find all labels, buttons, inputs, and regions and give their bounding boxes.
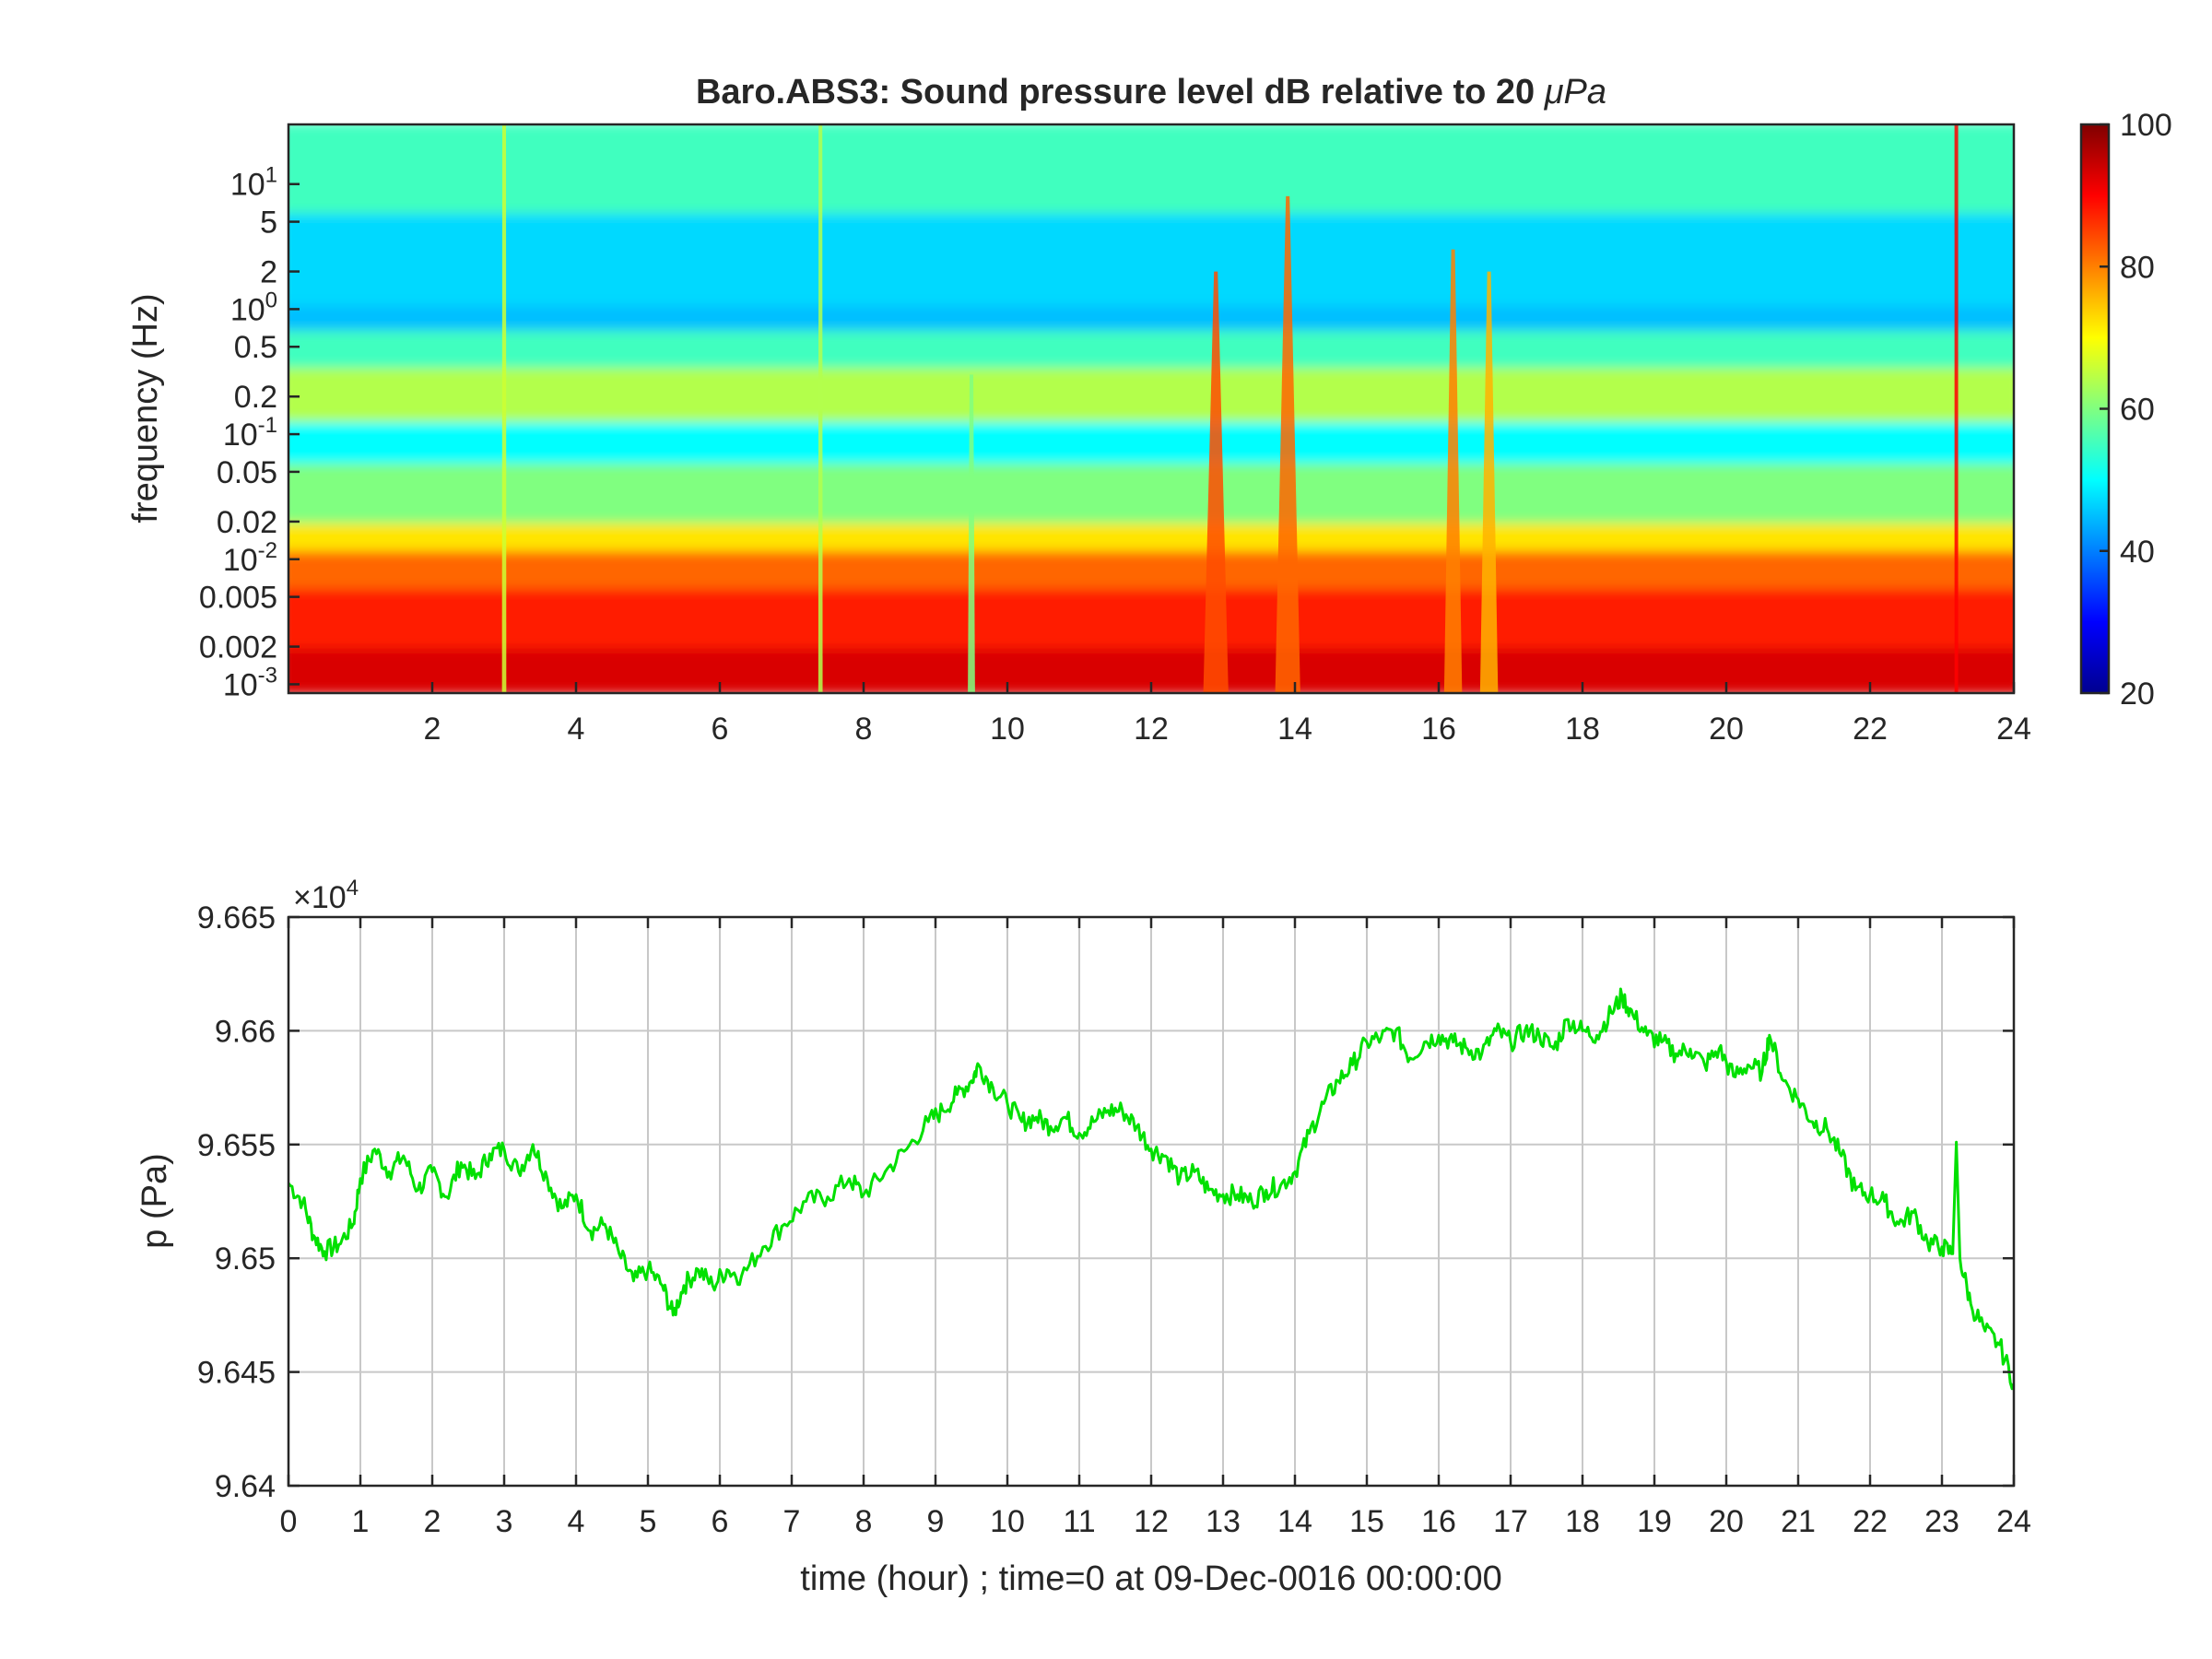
pressure-x-tick-label: 6 bbox=[712, 1504, 729, 1539]
spectrogram-y-tick-label: 0.002 bbox=[199, 630, 277, 665]
spectrogram-y-tick-label: 101 bbox=[230, 163, 277, 203]
pressure-x-tick-label: 10 bbox=[990, 1504, 1025, 1539]
pressure-x-tick-label: 12 bbox=[1134, 1504, 1169, 1539]
pressure-y-ticks: 9.64 9.645 9.65 9.655 9.66 9.665 bbox=[197, 900, 2014, 1504]
pressure-x-tick-label: 11 bbox=[1063, 1504, 1095, 1539]
pressure-x-ticks: 0 1 2 3 4 5 6 7 8 9 10 11 12 13 14 15 16 17 18 19 20 21 22 23 24 bbox=[280, 917, 2031, 1539]
spectrogram-event-0 bbox=[501, 124, 507, 693]
spectral-band-5 bbox=[288, 418, 2014, 465]
spectrogram-y-tick-label: 5 bbox=[260, 206, 277, 241]
colorbar-tick-label: 100 bbox=[2120, 108, 2172, 143]
pressure-y-axis-label: p (Pa) bbox=[135, 1153, 174, 1248]
pressure-y-tick-label: 9.665 bbox=[197, 900, 276, 935]
spectrogram-event-5 bbox=[1443, 249, 1463, 693]
spectrogram-y-tick-label: 0.2 bbox=[234, 380, 277, 415]
spectrogram-x-tick-label: 8 bbox=[855, 712, 873, 747]
spectral-band-1 bbox=[288, 584, 2014, 649]
pressure-x-tick-label: 18 bbox=[1565, 1504, 1600, 1539]
pressure-x-tick-label: 14 bbox=[1277, 1504, 1312, 1539]
spectrogram-title: Baro.ABS3: Sound pressure level dB relat… bbox=[696, 73, 1606, 112]
pressure-y-tick-label: 9.66 bbox=[215, 1014, 276, 1049]
spectral-band-7 bbox=[288, 326, 2014, 369]
spectrogram-y-tick-label: 10-1 bbox=[223, 413, 277, 453]
spectral-band-10 bbox=[288, 124, 2014, 214]
spectral-band-9 bbox=[288, 209, 2014, 306]
pressure-x-tick-label: 16 bbox=[1421, 1504, 1456, 1539]
colorbar-ticks: 20 40 60 80 100 bbox=[2100, 108, 2172, 712]
pressure-x-tick-label: 3 bbox=[496, 1504, 513, 1539]
pressure-x-tick-label: 20 bbox=[1709, 1504, 1744, 1539]
pressure-x-tick-label: 24 bbox=[1996, 1504, 2031, 1539]
spectrogram-event-6 bbox=[1479, 271, 1499, 693]
spectrogram-event-2 bbox=[968, 374, 975, 693]
pressure-x-tick-label: 8 bbox=[855, 1504, 873, 1539]
pressure-x-tick-label: 1 bbox=[352, 1504, 370, 1539]
spectrogram-event-1 bbox=[818, 124, 823, 693]
spectrogram-panel: Baro.ABS3: Sound pressure level dB relat… bbox=[126, 73, 2031, 747]
spectrogram-y-tick-label: 0.005 bbox=[199, 581, 277, 616]
pressure-y-tick-label: 9.655 bbox=[197, 1128, 276, 1163]
pressure-x-tick-label: 23 bbox=[1924, 1504, 1959, 1539]
spectrogram-y-tick-label: 10-2 bbox=[223, 538, 277, 578]
spectrogram-x-tick-label: 18 bbox=[1565, 712, 1600, 747]
spectrogram-event-7 bbox=[1954, 124, 1959, 693]
pressure-x-tick-label: 2 bbox=[424, 1504, 441, 1539]
colorbar-tick-label: 20 bbox=[2120, 677, 2155, 712]
pressure-y-tick-label: 9.64 bbox=[215, 1469, 276, 1504]
spectrogram-x-tick-label: 2 bbox=[424, 712, 441, 747]
spectrogram-event-3 bbox=[1203, 271, 1229, 693]
pressure-x-tick-label: 17 bbox=[1493, 1504, 1528, 1539]
spectrogram-bands bbox=[288, 124, 2014, 693]
pressure-exponent-label: ×104 bbox=[293, 876, 359, 915]
spectrogram-x-tick-label: 16 bbox=[1421, 712, 1456, 747]
spectrogram-x-tick-label: 24 bbox=[1996, 712, 2031, 747]
pressure-x-tick-label: 22 bbox=[1853, 1504, 1888, 1539]
pressure-panel: 0 1 2 3 4 5 6 7 8 9 10 11 12 13 14 15 16 17 18 19 20 21 22 23 24… bbox=[135, 876, 2031, 1598]
spectral-band-6 bbox=[288, 364, 2014, 422]
pressure-x-tick-label: 5 bbox=[640, 1504, 657, 1539]
spectrogram-x-tick-label: 10 bbox=[990, 712, 1025, 747]
pressure-x-tick-label: 15 bbox=[1349, 1504, 1384, 1539]
spectrogram-x-tick-label: 12 bbox=[1134, 712, 1169, 747]
pressure-x-tick-label: 0 bbox=[280, 1504, 298, 1539]
colorbar-tick-label: 80 bbox=[2120, 250, 2155, 285]
pressure-series-line bbox=[288, 987, 2014, 1391]
spectrogram-y-tick-label: 0.5 bbox=[234, 330, 277, 365]
spectrogram-y-axis-label: frequency (Hz) bbox=[126, 293, 165, 523]
spectrogram-x-ticks: 2 4 6 8 10 12 14 16 18 20 22 24 bbox=[424, 682, 2031, 747]
pressure-y-tick-label: 9.645 bbox=[197, 1356, 276, 1391]
spectrogram-event-4 bbox=[1275, 195, 1300, 693]
spectral-band-2 bbox=[288, 547, 2014, 589]
spectrogram-y-tick-label: 0.05 bbox=[217, 455, 277, 490]
spectrogram-x-tick-label: 14 bbox=[1277, 712, 1312, 747]
colorbar-tick-label: 40 bbox=[2120, 535, 2155, 570]
pressure-y-tick-label: 9.65 bbox=[215, 1241, 276, 1277]
spectrogram-x-tick-label: 6 bbox=[712, 712, 729, 747]
pressure-x-tick-label: 9 bbox=[927, 1504, 945, 1539]
pressure-x-tick-label: 4 bbox=[568, 1504, 585, 1539]
spectrogram-heatmap bbox=[288, 124, 2014, 693]
spectrogram-x-tick-label: 20 bbox=[1709, 712, 1744, 747]
spectral-band-4 bbox=[288, 460, 2014, 524]
pressure-x-tick-label: 19 bbox=[1637, 1504, 1672, 1539]
pressure-grid bbox=[288, 916, 2015, 1487]
spectrogram-y-tick-label: 100 bbox=[230, 288, 277, 327]
spectrogram-y-tick-label: 10-3 bbox=[223, 663, 277, 702]
spectrogram-events bbox=[501, 124, 1959, 693]
spectrogram-x-tick-label: 4 bbox=[568, 712, 585, 747]
spectral-band-8 bbox=[288, 301, 2014, 331]
colorbar-tick-label: 60 bbox=[2120, 393, 2155, 428]
pressure-x-axis-label: time (hour) ; time=0 at 09-Dec-0016 00:0… bbox=[800, 1559, 1501, 1598]
spectrogram-x-tick-label: 22 bbox=[1853, 712, 1888, 747]
colorbar: 20 40 60 80 100 bbox=[2079, 108, 2172, 712]
pressure-x-tick-label: 13 bbox=[1206, 1504, 1241, 1539]
spectrogram-y-tick-label: 0.02 bbox=[217, 505, 277, 540]
pressure-x-tick-label: 7 bbox=[783, 1504, 801, 1539]
spectrogram-y-tick-label: 2 bbox=[260, 255, 277, 290]
pressure-x-tick-label: 21 bbox=[1781, 1504, 1816, 1539]
spectral-band-3 bbox=[288, 519, 2014, 552]
